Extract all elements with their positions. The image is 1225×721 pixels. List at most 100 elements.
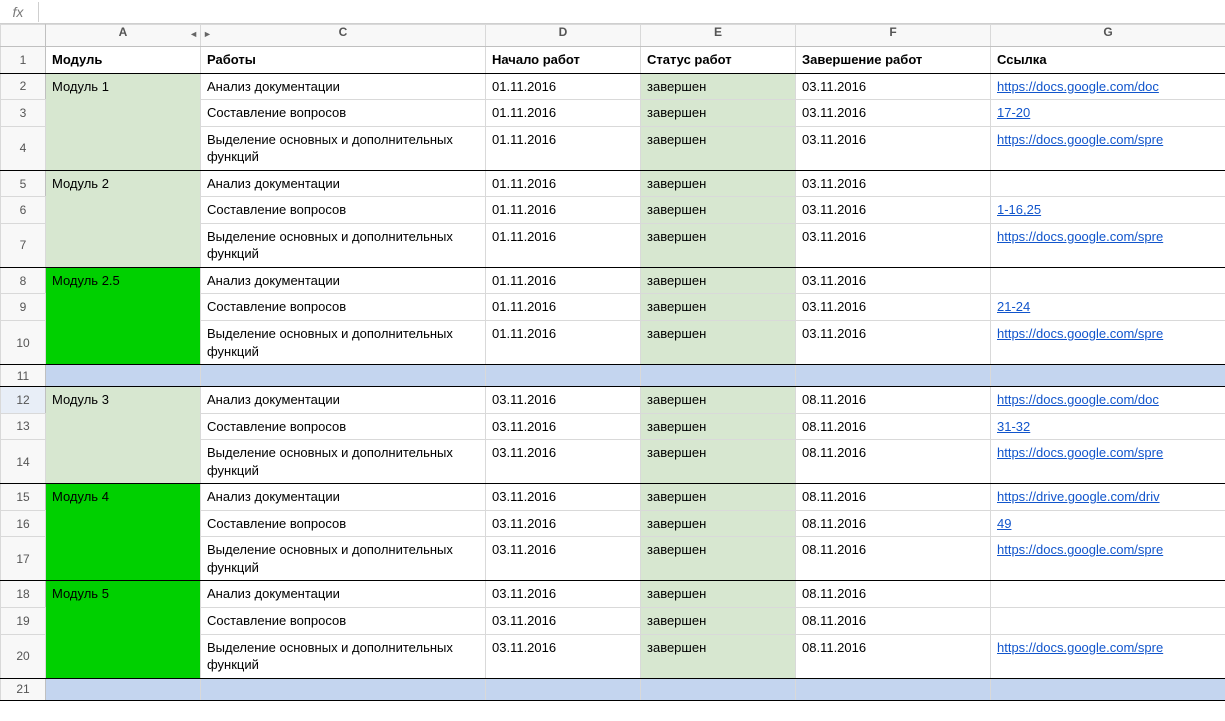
- cell[interactable]: https://docs.google.com/doc: [991, 387, 1225, 414]
- cell[interactable]: 03.11.2016: [486, 634, 641, 678]
- cell-link[interactable]: 17-20: [991, 100, 1225, 126]
- link[interactable]: https://docs.google.com/spre: [997, 640, 1163, 655]
- cell[interactable]: [991, 678, 1225, 700]
- cell[interactable]: завершен: [641, 197, 796, 224]
- cell[interactable]: завершен: [641, 170, 796, 197]
- cell[interactable]: завершен: [641, 387, 796, 414]
- cell[interactable]: завершен: [641, 126, 796, 170]
- cell-module[interactable]: Модуль 2.5: [46, 267, 201, 364]
- cell-link[interactable]: https://docs.google.com/spre: [991, 224, 1225, 267]
- row-head[interactable]: 19: [1, 608, 46, 635]
- cell-link[interactable]: [991, 171, 1225, 197]
- cell[interactable]: [991, 581, 1225, 608]
- cell[interactable]: 03.11.2016: [486, 510, 641, 537]
- row-head[interactable]: 7: [1, 223, 46, 267]
- cell[interactable]: [46, 678, 201, 700]
- row-head[interactable]: 3: [1, 100, 46, 127]
- cell-module[interactable]: Модуль 5: [46, 581, 201, 678]
- cell[interactable]: [991, 608, 1225, 635]
- cell[interactable]: 03.11.2016: [796, 197, 991, 224]
- link[interactable]: https://docs.google.com/spre: [997, 229, 1163, 244]
- cell-link[interactable]: [991, 608, 1225, 634]
- row-head[interactable]: 11: [1, 365, 46, 387]
- cell[interactable]: 1-16,25: [991, 197, 1225, 224]
- row-head[interactable]: 2: [1, 73, 46, 100]
- col-expand-left-icon[interactable]: ◄: [189, 29, 198, 39]
- cell[interactable]: 08.11.2016: [796, 413, 991, 440]
- cell[interactable]: [796, 365, 991, 387]
- cell[interactable]: 31-32: [991, 413, 1225, 440]
- cell[interactable]: завершен: [641, 484, 796, 511]
- cell-link[interactable]: 49: [991, 511, 1225, 537]
- cell-link[interactable]: https://docs.google.com/spre: [991, 635, 1225, 678]
- cell-link[interactable]: [991, 268, 1225, 294]
- cell[interactable]: [641, 365, 796, 387]
- cell[interactable]: https://docs.google.com/spre: [991, 537, 1225, 581]
- row-head[interactable]: 21: [1, 678, 46, 700]
- cell[interactable]: 17-20: [991, 100, 1225, 127]
- row-head[interactable]: 8: [1, 267, 46, 294]
- row-head[interactable]: 1: [1, 47, 46, 74]
- link[interactable]: 17-20: [997, 105, 1030, 120]
- cell[interactable]: [796, 678, 991, 700]
- cell[interactable]: Составление вопросов: [201, 510, 486, 537]
- cell-link[interactable]: 1-16,25: [991, 197, 1225, 223]
- cell[interactable]: Работы: [201, 47, 486, 74]
- cell[interactable]: [201, 678, 486, 700]
- cell[interactable]: 01.11.2016: [486, 73, 641, 100]
- cell[interactable]: [641, 678, 796, 700]
- col-head-E[interactable]: E: [641, 25, 796, 47]
- cell[interactable]: Составление вопросов: [201, 413, 486, 440]
- link[interactable]: 1-16,25: [997, 202, 1041, 217]
- cell[interactable]: https://docs.google.com/spre: [991, 440, 1225, 484]
- link[interactable]: https://docs.google.com/spre: [997, 542, 1163, 557]
- cell-link[interactable]: [991, 581, 1225, 607]
- cell[interactable]: завершен: [641, 581, 796, 608]
- cell[interactable]: Статус работ: [641, 47, 796, 74]
- cell-link[interactable]: https://docs.google.com/spre: [991, 537, 1225, 580]
- cell[interactable]: [201, 365, 486, 387]
- cell-module[interactable]: Модуль 2: [46, 170, 201, 267]
- cell[interactable]: 08.11.2016: [796, 581, 991, 608]
- select-all-corner[interactable]: [1, 25, 46, 47]
- cell[interactable]: Анализ документации: [201, 267, 486, 294]
- row-head[interactable]: 13: [1, 413, 46, 440]
- cell[interactable]: Анализ документации: [201, 484, 486, 511]
- cell[interactable]: 21-24: [991, 294, 1225, 321]
- cell[interactable]: Выделение основных и дополнительных функ…: [201, 537, 486, 581]
- cell-link[interactable]: 21-24: [991, 294, 1225, 320]
- cell-link[interactable]: 31-32: [991, 414, 1225, 440]
- cell[interactable]: завершен: [641, 634, 796, 678]
- link[interactable]: 49: [997, 516, 1011, 531]
- cell-link[interactable]: https://docs.google.com/doc: [991, 387, 1225, 413]
- cell[interactable]: Завершение работ: [796, 47, 991, 74]
- col-expand-right-icon[interactable]: ►: [203, 29, 212, 39]
- cell-module[interactable]: Модуль 3: [46, 387, 201, 484]
- row-head[interactable]: 6: [1, 197, 46, 224]
- row-head[interactable]: 20: [1, 634, 46, 678]
- cell[interactable]: https://docs.google.com/spre: [991, 634, 1225, 678]
- cell[interactable]: 08.11.2016: [796, 440, 991, 484]
- cell[interactable]: 03.11.2016: [796, 100, 991, 127]
- cell[interactable]: https://drive.google.com/driv: [991, 484, 1225, 511]
- cell[interactable]: 01.11.2016: [486, 294, 641, 321]
- col-head-F[interactable]: F: [796, 25, 991, 47]
- cell[interactable]: Составление вопросов: [201, 100, 486, 127]
- row-head[interactable]: 5: [1, 170, 46, 197]
- cell[interactable]: 01.11.2016: [486, 267, 641, 294]
- cell[interactable]: 08.11.2016: [796, 510, 991, 537]
- cell[interactable]: 01.11.2016: [486, 170, 641, 197]
- cell[interactable]: Анализ документации: [201, 387, 486, 414]
- col-head-D[interactable]: D: [486, 25, 641, 47]
- formula-input[interactable]: [45, 1, 1219, 23]
- cell[interactable]: 49: [991, 510, 1225, 537]
- cell[interactable]: 03.11.2016: [796, 170, 991, 197]
- row-head[interactable]: 9: [1, 294, 46, 321]
- link[interactable]: https://docs.google.com/doc: [997, 392, 1159, 407]
- cell[interactable]: https://docs.google.com/doc: [991, 73, 1225, 100]
- cell[interactable]: Составление вопросов: [201, 294, 486, 321]
- cell[interactable]: завершен: [641, 510, 796, 537]
- col-head-G[interactable]: G: [991, 25, 1225, 47]
- col-head-C[interactable]: ► C: [201, 25, 486, 47]
- cell-module[interactable]: Модуль 1: [46, 73, 201, 170]
